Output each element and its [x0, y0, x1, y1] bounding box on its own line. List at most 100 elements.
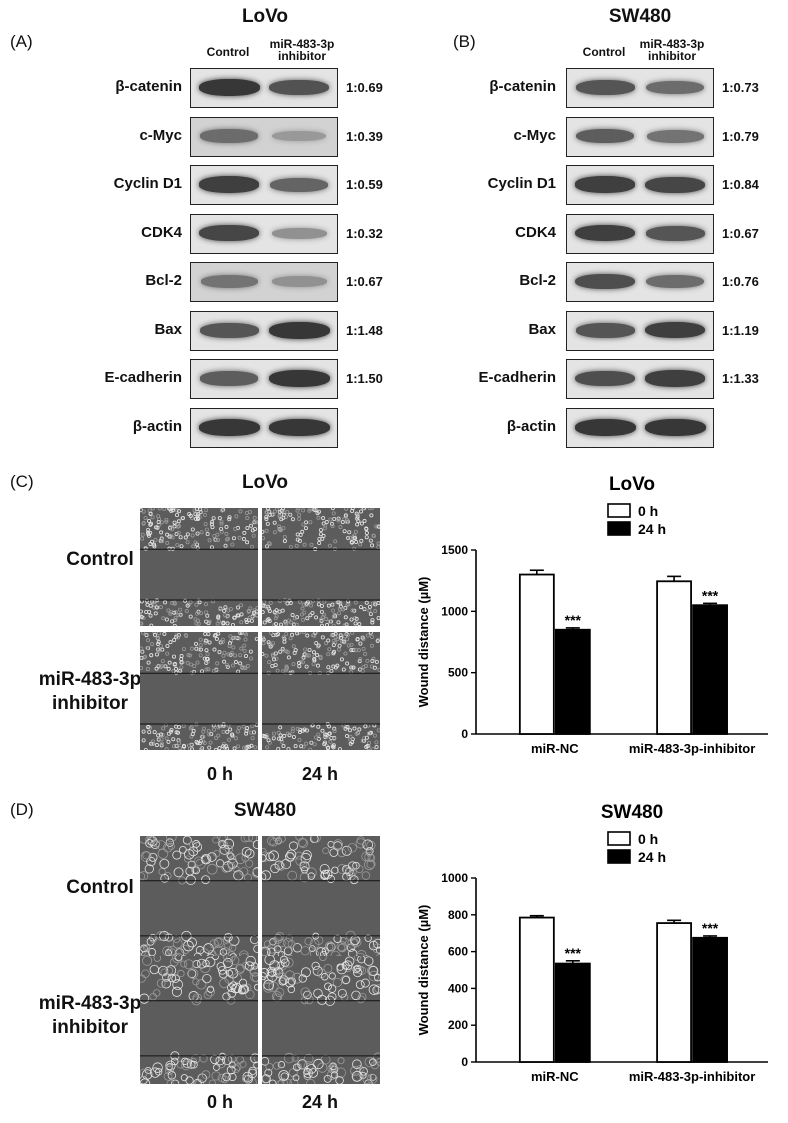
chart-lovo-ytick-label-0: 0 [461, 727, 468, 741]
panel-d-row-inhibitor: miR-483-3p inhibitor [38, 993, 142, 1038]
chart-sw480-bar-0-1 [554, 962, 591, 1063]
chart-sw480-ytick-label-0: 0 [461, 1055, 468, 1069]
panel-b-band-2-0 [574, 176, 636, 193]
panel-b-band-2-1 [645, 176, 705, 193]
panel-b-blot-4 [566, 262, 714, 302]
panel-b-band-3-0 [574, 224, 636, 242]
panel-b-label-5: Bax [528, 320, 556, 338]
panel-a-band-2-0 [198, 176, 260, 193]
chart-sw480-title: SW480 [601, 802, 663, 823]
panel-b-band-7-0 [574, 418, 636, 436]
chart-sw480-ytick-label-3: 600 [448, 945, 468, 959]
chart-sw480-category-0: miR-NC [531, 1069, 579, 1084]
panel-c-micrograph-1-0 [140, 632, 258, 750]
panel-d-title: SW480 [233, 800, 297, 821]
panel-a-ratio-2: 1:0.59 [346, 177, 383, 192]
chart-sw480-ytick-label-1: 200 [448, 1018, 468, 1032]
chart-lovo-legend-label-1: 24 h [638, 521, 666, 537]
bar-chart-lovo: LoVo 0 500 1000 1500 Wound distance (µM) *** mi… [416, 474, 768, 756]
panel-a-blot-0 [190, 68, 338, 108]
chart-sw480-ytick-label-5: 1000 [441, 871, 468, 885]
panel-b-ratio-5: 1:1.19 [722, 322, 759, 338]
chart-lovo-legend-swatch-0 [607, 503, 631, 518]
panel-a-blot-7 [190, 407, 338, 448]
panel-a-band-3-1 [271, 227, 327, 239]
panel-a-col-inhibitor: miR-483-3p inhibitor [269, 37, 335, 63]
chart-sw480-ytick-label-2: 400 [448, 981, 468, 995]
panel-a-ratio-4: 1:0.67 [346, 274, 383, 289]
panel-d-micrograph-0-1 [262, 836, 380, 964]
panel-b-band-7-1 [644, 418, 706, 436]
panel-c-micrograph-0-0 [140, 508, 258, 626]
panel-a-blot-4 [190, 262, 338, 302]
panel-c-row-inhibitor: miR-483-3p inhibitor [38, 669, 142, 714]
panel-b-label-7: β-actin [506, 417, 556, 435]
panel-b-blot-0 [566, 68, 714, 108]
panel-a-ratio-0: 1:0.69 [346, 80, 383, 95]
panel-a-ratio-6: 1:1.50 [346, 371, 383, 386]
chart-lovo-ytick-label-2: 1000 [441, 604, 468, 618]
panel-a-blot-6 [190, 359, 338, 399]
panel-a-label-3: CDK4 [141, 223, 182, 241]
chart-lovo-bar-0-1 [554, 628, 591, 735]
panel-c-row-control: Control [66, 549, 134, 570]
panel-a-label-7: β-actin [132, 417, 182, 435]
chart-sw480-legend-label-0: 0 h [638, 831, 658, 847]
panel-a-blot-5 [190, 310, 338, 351]
chart-lovo-category-0: miR-NC [531, 741, 579, 756]
panel-a-title: LoVo [241, 6, 289, 27]
chart-sw480-legend-label-1: 24 h [638, 849, 666, 865]
panel-a-band-7-1 [268, 418, 330, 436]
panel-a-letter: (A) [10, 32, 33, 51]
panel-b-band-0-1 [646, 80, 704, 95]
panel-b-label-1: c-Myc [513, 126, 556, 144]
chart-sw480-legend-swatch-1 [607, 849, 631, 864]
chart-sw480-sig-0: *** [565, 945, 582, 961]
panel-b-band-1-1 [646, 129, 704, 143]
chart-lovo-bar-0-0 [518, 573, 555, 735]
panel-a-band-4-0 [200, 275, 258, 288]
panel-b-ratio-6: 1:1.33 [722, 371, 759, 386]
panel-c-letter: (C) [10, 472, 34, 491]
panel-a-label-2: Cyclin D1 [113, 175, 182, 192]
panel-d-time-0h: 0 h [206, 1092, 233, 1112]
panel-b-band-4-0 [575, 273, 635, 290]
panel-a-band-2-1 [270, 177, 328, 192]
panel-b-col-control: Control [582, 45, 626, 59]
panel-d-time-24h: 24 h [301, 1092, 339, 1112]
chart-lovo-bar-1-1 [692, 604, 728, 735]
panel-a-col-control: Control [206, 45, 250, 59]
panel-b-band-6-0 [575, 370, 635, 387]
panel-a-band-5-0 [199, 322, 259, 338]
panel-a-ratio-3: 1:0.32 [346, 225, 383, 241]
panel-a-label-5: Bax [154, 320, 182, 338]
panel-a-label-0: β-catenin [115, 78, 182, 95]
panel-d-micrograph-1-0 [140, 956, 258, 1084]
panel-b-band-3-1 [645, 225, 705, 241]
chart-sw480-legend-swatch-0 [607, 831, 631, 846]
chart-lovo-ytick-label-3: 1500 [441, 543, 468, 557]
panel-b-letter: (B) [453, 32, 476, 51]
panel-b-blot-5 [566, 310, 714, 351]
panel-a-label-6: E-cadherin [104, 369, 182, 386]
panel-a-band-1-1 [271, 130, 327, 142]
panel-a-ratio-5: 1:1.48 [346, 322, 383, 338]
chart-lovo-sig-1: *** [702, 587, 719, 603]
panel-a-band-1-0 [200, 129, 258, 143]
panel-b-ratio-4: 1:0.76 [722, 274, 759, 289]
panel-a-blot-1 [190, 116, 338, 157]
panel-a-ratio-1: 1:0.39 [346, 128, 383, 144]
chart-lovo-ylabel: Wound distance (µM) [416, 577, 431, 708]
panel-a-blot-2 [190, 165, 338, 205]
panel-b-ratio-3: 1:0.67 [722, 225, 759, 241]
panel-c-time-24h: 24 h [301, 764, 339, 784]
panel-a-label-1: c-Myc [139, 126, 182, 144]
chart-sw480-category-1: miR-483-3p-inhibitor [629, 1069, 755, 1084]
panel-a-band-3-0 [199, 225, 259, 241]
panel-a-blot-3 [190, 213, 338, 254]
panel-a-label-4: Bcl-2 [145, 272, 182, 289]
chart-lovo-ytick-label-1: 500 [448, 666, 468, 680]
panel-b-blot-1 [566, 116, 714, 157]
panel-b-blot-3 [566, 213, 714, 254]
panel-b-band-1-0 [575, 128, 635, 144]
